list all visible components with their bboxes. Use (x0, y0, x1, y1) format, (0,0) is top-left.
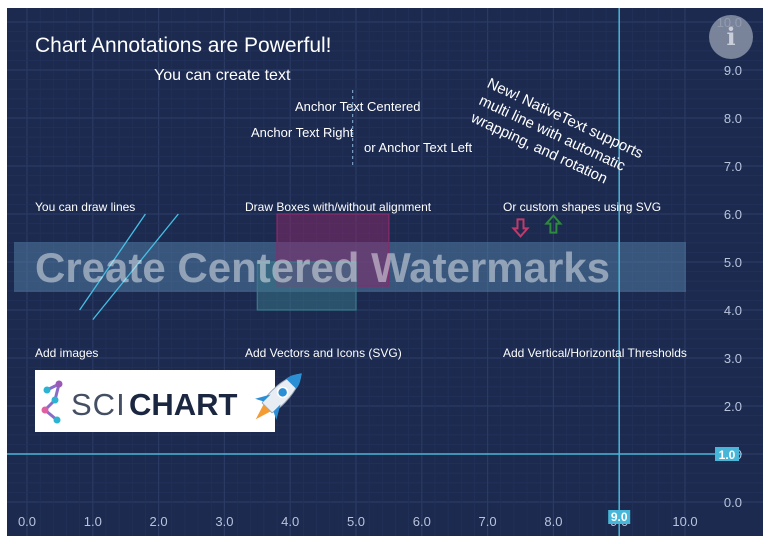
x-tick-label: 1.0 (84, 514, 102, 529)
rocket-fin (273, 404, 281, 420)
scichart-logo: SCI CHART (35, 370, 275, 432)
x-tick-label: 2.0 (150, 514, 168, 529)
arrow-down-icon (511, 218, 530, 238)
horizontal-threshold-label: 1.0 (719, 448, 736, 462)
info-icon[interactable]: i (709, 15, 753, 59)
logo-mark-dot (53, 416, 61, 424)
y-tick-label: 7.0 (724, 159, 742, 174)
add-vectors-label: Add Vectors and Icons (SVG) (245, 346, 402, 360)
y-tick-label: 4.0 (724, 303, 742, 318)
x-tick-label: 5.0 (347, 514, 365, 529)
annotation-shapes (79, 90, 563, 321)
draw-boxes-label: Draw Boxes with/without alignment (245, 200, 432, 214)
logo-mark-dot (55, 380, 63, 388)
x-tick-label: 4.0 (281, 514, 299, 529)
threshold-layer: 9.0 1.0 (7, 8, 742, 536)
vertical-threshold-label: 9.0 (611, 510, 628, 524)
logo-background (35, 370, 275, 432)
x-tick-label: 0.0 (18, 514, 36, 529)
y-tick-label: 5.0 (724, 255, 742, 270)
rocket-nose (286, 373, 302, 389)
anchor-text-centered: Anchor Text Centered (295, 99, 421, 114)
x-tick-label: 7.0 (479, 514, 497, 529)
anchor-text-left: or Anchor Text Left (364, 140, 473, 155)
y-tick-label: 2.0 (724, 399, 742, 414)
add-thresholds-label: Add Vertical/Horizontal Thresholds (503, 346, 687, 360)
add-images-label: Add images (35, 346, 99, 360)
y-tick-label: 9.0 (724, 63, 742, 78)
y-tick-label: 0.0 (724, 495, 742, 510)
rocket-icon (255, 373, 302, 420)
x-tick-label: 10.0 (672, 514, 697, 529)
rocket-fin (255, 394, 271, 402)
y-tick-label: 3.0 (724, 351, 742, 366)
x-tick-label: 3.0 (215, 514, 233, 529)
arrow-up-icon (544, 214, 563, 234)
horizontal-threshold-label-bg (715, 447, 739, 461)
vertical-threshold-label-bg (608, 510, 631, 524)
logo-text-chart: CHART (129, 387, 238, 422)
create-text-annotation: You can create text (154, 67, 291, 84)
x-tick-label: 8.0 (544, 514, 562, 529)
rocket-window (276, 386, 289, 399)
annotation-box (256, 261, 357, 311)
draw-lines-label: You can draw lines (35, 200, 136, 214)
y-tick-label: 6.0 (724, 207, 742, 222)
chart-area: 0.0 1.0 2.0 3.0 4.0 5.0 6.0 7.0 8.0 9.0 10.0 0.0 1.0… (7, 8, 763, 536)
logo-mark-dot (41, 406, 49, 414)
logo-text-sci: SCI (71, 387, 126, 422)
rocket-flame (255, 404, 271, 420)
custom-shapes-label: Or custom shapes using SVG (503, 200, 662, 214)
watermark-text: Create Centered Watermarks (35, 244, 611, 291)
annotation-line (79, 213, 146, 311)
logo-mark-dot (51, 396, 59, 404)
logo-mark-dot (43, 386, 51, 394)
anchor-text-right: Anchor Text Right (251, 125, 354, 140)
annotation-line (92, 213, 179, 321)
chart-title: Chart Annotations are Powerful! (35, 34, 332, 57)
rocket-icon-group (255, 373, 302, 420)
x-tick-label: 6.0 (413, 514, 431, 529)
y-tick-label: 8.0 (724, 111, 742, 126)
